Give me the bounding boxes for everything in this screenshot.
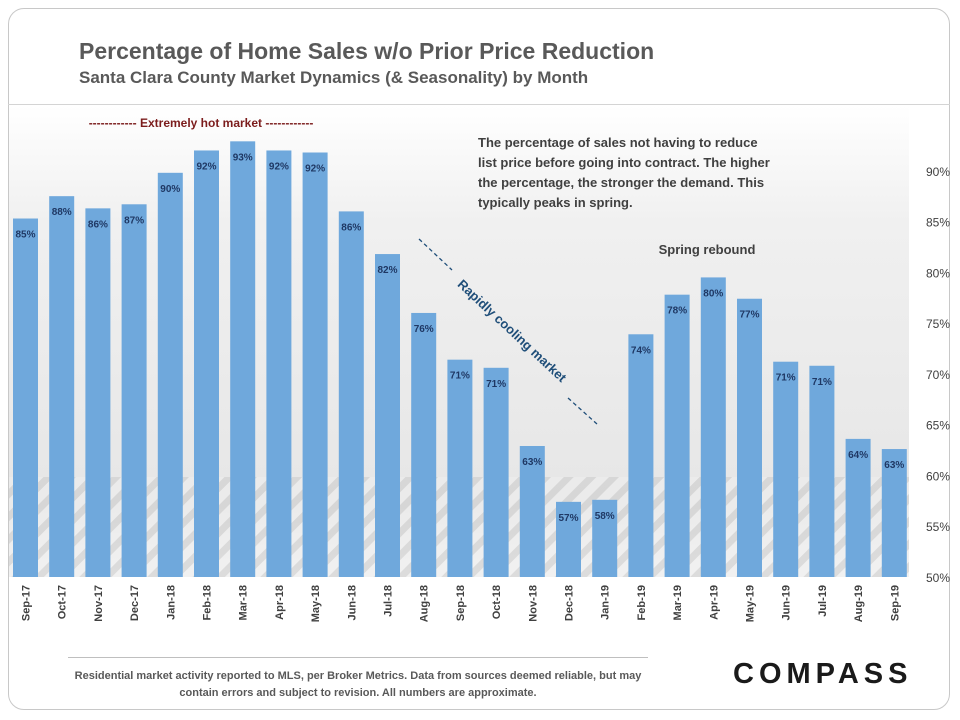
- x-tick-label: Nov-17: [93, 585, 105, 622]
- x-tick-label: Jun-18: [346, 585, 358, 620]
- bar-may-19: [737, 298, 762, 577]
- bar-value-label: 92%: [196, 161, 216, 172]
- bar-value-label: 78%: [667, 306, 687, 317]
- bar-value-label: 71%: [486, 379, 506, 390]
- x-tick-label: Jul-19: [817, 585, 829, 617]
- bar-value-label: 86%: [88, 219, 108, 230]
- bar-value-label: 71%: [776, 373, 796, 384]
- cooling-trend-dash: [418, 238, 453, 271]
- x-tick-label: Mar-18: [238, 585, 250, 620]
- y-tick-label: 90%: [926, 165, 950, 179]
- y-tick-label: 50%: [926, 571, 950, 585]
- bar-value-label: 63%: [884, 460, 904, 471]
- x-tick-label: Jan-19: [600, 585, 612, 620]
- bar-aug-18: [411, 312, 437, 577]
- x-tick-label: Feb-18: [202, 585, 214, 620]
- x-tick-label: Oct-17: [57, 585, 69, 619]
- footer-divider: [68, 657, 648, 658]
- bar-value-label: 77%: [739, 310, 759, 321]
- bar-value-label: 86%: [341, 222, 361, 233]
- x-tick-label: Aug-19: [853, 585, 865, 622]
- bar-value-label: 71%: [812, 377, 832, 388]
- x-tick-label: Sep-17: [21, 585, 33, 621]
- x-tick-label: Feb-19: [636, 585, 648, 620]
- bar-sep-19: [881, 449, 907, 577]
- y-tick-label: 85%: [926, 216, 950, 230]
- bar-value-label: 80%: [703, 288, 723, 299]
- bar-oct-18: [483, 367, 509, 577]
- bar-value-label: 88%: [52, 207, 72, 218]
- x-tick-label: Mar-19: [672, 585, 684, 620]
- bar-apr-19: [700, 277, 726, 577]
- bar-value-label: 92%: [269, 161, 289, 172]
- chart-description: The percentage of sales not having to re…: [478, 135, 770, 210]
- bar-value-label: 57%: [558, 513, 578, 524]
- x-tick-label: Dec-17: [129, 585, 141, 621]
- bar-jan-19: [592, 499, 618, 577]
- y-tick-label: 70%: [926, 368, 950, 382]
- x-tick-label: May-18: [310, 585, 322, 622]
- bar-aug-19: [845, 438, 871, 577]
- y-tick-label: 65%: [926, 419, 950, 433]
- bar-value-label: 76%: [414, 324, 434, 335]
- x-tick-label: Apr-19: [708, 585, 720, 620]
- bar-value-label: 64%: [848, 450, 868, 461]
- bar-jul-19: [809, 365, 835, 577]
- bar-dec-18: [556, 501, 581, 577]
- x-tick-label: May-19: [745, 585, 757, 622]
- chart-title: Percentage of Home Sales w/o Prior Price…: [79, 38, 655, 64]
- x-tick-label: Aug-18: [419, 585, 431, 622]
- bar-feb-18: [194, 150, 219, 577]
- bar-dec-17: [121, 204, 147, 577]
- bar-value-label: 87%: [124, 215, 144, 226]
- compass-logo: COMPASS: [733, 658, 913, 690]
- bar-value-label: 85%: [15, 230, 35, 241]
- bar-oct-17: [49, 196, 75, 577]
- bar-nov-18: [519, 445, 545, 577]
- x-tick-label: Oct-18: [491, 585, 503, 619]
- x-tick-label: Nov-18: [527, 585, 539, 622]
- x-tick-label: Sep-19: [889, 585, 901, 621]
- x-tick-label: Dec-18: [564, 585, 576, 621]
- x-tick-label: Sep-18: [455, 585, 467, 621]
- bar-may-18: [302, 152, 328, 577]
- y-tick-label: 75%: [926, 317, 950, 331]
- hot-market-annotation: ------------ Extremely hot market ------…: [89, 116, 314, 130]
- bar-sep-17: [13, 218, 38, 577]
- bar-value-label: 58%: [595, 511, 615, 522]
- x-tick-label: Apr-18: [274, 585, 286, 620]
- x-tick-label: Jan-18: [165, 585, 177, 620]
- x-tick-label: Jun-19: [781, 585, 793, 620]
- bar-value-label: 90%: [160, 184, 180, 195]
- bar-jan-18: [157, 172, 183, 577]
- bar-mar-18: [230, 141, 256, 577]
- bar-value-label: 63%: [522, 457, 542, 468]
- bar-value-label: 92%: [305, 163, 325, 174]
- y-tick-label: 80%: [926, 266, 950, 280]
- bar-sep-18: [447, 359, 473, 577]
- chart-subtitle: Santa Clara County Market Dynamics (& Se…: [79, 68, 589, 87]
- bar-feb-19: [628, 334, 654, 577]
- footer-disclaimer: Residential market activity reported to …: [74, 670, 642, 699]
- bar-nov-17: [85, 208, 111, 577]
- bar-value-label: 93%: [233, 152, 253, 163]
- header-divider: [8, 104, 950, 105]
- bar-apr-18: [266, 150, 292, 577]
- y-tick-label: 60%: [926, 469, 950, 483]
- bar-value-label: 74%: [631, 345, 651, 356]
- y-tick-label: 55%: [926, 520, 950, 534]
- x-tick-label: Jul-18: [383, 585, 395, 617]
- bar-value-label: 82%: [377, 265, 397, 276]
- bar-jun-19: [773, 361, 799, 577]
- bar-value-label: 71%: [450, 371, 470, 382]
- spring-rebound-annotation: Spring rebound: [659, 242, 756, 257]
- bar-mar-19: [664, 294, 690, 577]
- bar-jul-18: [375, 254, 400, 577]
- bar-jun-18: [338, 211, 364, 577]
